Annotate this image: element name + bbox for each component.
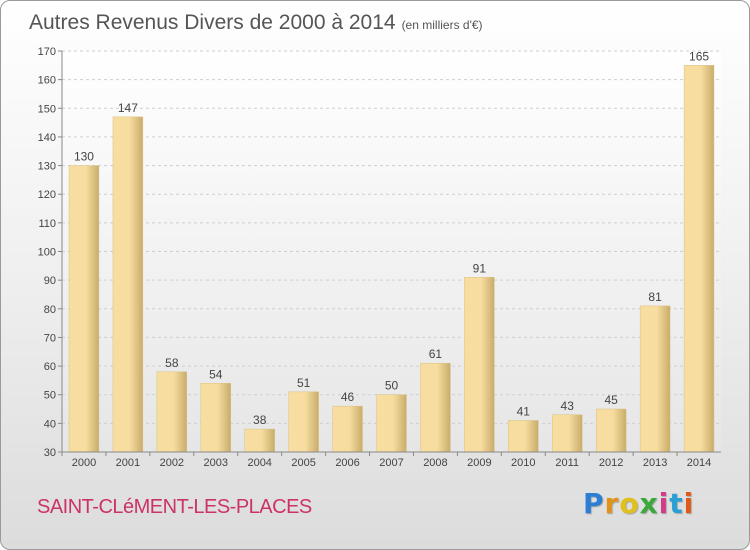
bar-2012 [595, 408, 627, 453]
y-axis: 30 40 50 60 70 80 90 100 110 120 130 140 150 160 170 [38, 46, 63, 459]
x-tick-label-2000: 2000 [72, 457, 96, 469]
data-labels: 130 147 58 54 38 51 46 50 61 91 41 43 45 81 165 [74, 49, 709, 427]
data-label-2013: 81 [648, 290, 662, 304]
x-tick-label-2002: 2002 [160, 457, 184, 469]
bar-2002 [156, 371, 188, 453]
data-label-2014: 165 [689, 49, 709, 63]
bar-2011 [552, 414, 583, 453]
x-axis: 2000 2001 2002 2003 2004 2005 2006 2007 2008 2009… [61, 451, 721, 469]
x-tick-label-2011: 2011 [555, 457, 579, 469]
x-tick-label-2012: 2012 [599, 457, 623, 469]
y-tick-label: 60 [44, 361, 56, 373]
bar-2007 [376, 394, 407, 453]
data-label-2005: 51 [297, 376, 311, 390]
x-tick-label-2010: 2010 [511, 457, 535, 469]
x-tick-label-2014: 2014 [687, 457, 711, 469]
y-tick-label: 110 [38, 218, 56, 230]
data-label-2009: 91 [473, 261, 487, 275]
data-label-2011: 43 [561, 399, 575, 413]
x-tick-label-2009: 2009 [467, 457, 491, 469]
y-tick-label: 170 [38, 46, 56, 58]
data-label-2001: 147 [118, 101, 138, 115]
grid-lines [62, 50, 721, 453]
y-tick-label: 50 [44, 390, 56, 402]
x-tick-label-2013: 2013 [643, 457, 667, 469]
x-tick-label-2007: 2007 [379, 457, 403, 469]
y-tick-label: 120 [38, 189, 56, 201]
y-tick-label: 90 [44, 275, 56, 287]
bar-2001 [112, 116, 144, 453]
bar-2013 [639, 305, 671, 453]
y-tick-label: 130 [38, 161, 56, 173]
y-tick-label: 70 [44, 332, 56, 344]
chart-title-text: Autres Revenus Divers de 2000 à 2014 [29, 11, 396, 34]
data-label-2004: 38 [253, 413, 267, 427]
bar-2009 [464, 277, 495, 453]
y-tick-label: 40 [44, 418, 56, 430]
bar-2014 [683, 65, 715, 453]
bar-2010 [508, 420, 539, 453]
bar-2003 [200, 383, 231, 453]
chart-unit: (en milliers d'€) [401, 18, 483, 32]
chart-title: Autres Revenus Divers de 2000 à 2014 (en … [29, 11, 483, 35]
bar-2005 [288, 391, 319, 453]
data-label-2007: 50 [385, 379, 399, 393]
bar-2008 [420, 362, 451, 453]
x-tick-label-2003: 2003 [204, 457, 228, 469]
x-tick-label-2001: 2001 [116, 457, 140, 469]
data-label-2006: 46 [341, 390, 355, 404]
y-tick-label: 140 [38, 132, 56, 144]
y-tick-label: 100 [38, 247, 56, 259]
x-tick-label-2006: 2006 [335, 457, 359, 469]
y-tick-label: 150 [38, 103, 56, 115]
x-tick-label-2005: 2005 [291, 457, 315, 469]
y-tick-label: 160 [38, 75, 56, 87]
bars [68, 65, 715, 453]
data-label-2003: 54 [209, 367, 223, 381]
data-label-2002: 58 [165, 356, 179, 370]
data-label-2000: 130 [74, 150, 94, 164]
y-tick-label: 80 [44, 304, 56, 316]
data-label-2010: 41 [517, 404, 531, 418]
data-label-2008: 61 [429, 347, 443, 361]
commune-name: SAINT-CLéMENT-LES-PLACES [37, 496, 312, 518]
bar-2006 [332, 405, 363, 453]
proxiti-logo[interactable]: Proxiti [583, 487, 695, 520]
x-tick-label-2008: 2008 [423, 457, 447, 469]
bar-2004 [244, 428, 275, 453]
y-tick-label: 30 [44, 447, 56, 459]
bar-2000 [68, 165, 100, 453]
x-tick-label-2004: 2004 [247, 457, 271, 469]
data-label-2012: 45 [604, 393, 618, 407]
